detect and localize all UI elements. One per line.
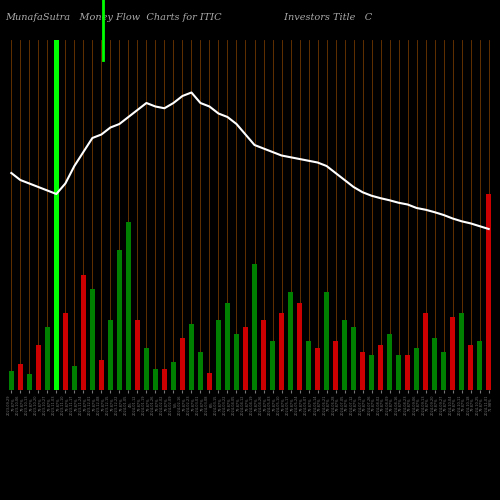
Bar [152, 369, 158, 390]
Bar [162, 369, 167, 390]
Bar [486, 194, 492, 390]
Bar [36, 344, 41, 390]
Bar [26, 374, 32, 390]
Bar [360, 352, 366, 390]
Bar [450, 316, 456, 390]
Bar [288, 292, 293, 390]
Bar [62, 313, 68, 390]
Bar [198, 352, 203, 390]
Bar [225, 302, 230, 390]
Bar [243, 327, 248, 390]
Bar [423, 313, 428, 390]
Bar [234, 334, 239, 390]
Text: MunafaSutra   Money Flow  Charts for ITIC                    Investors Title   C: MunafaSutra Money Flow Charts for ITIC I… [5, 12, 372, 22]
Bar [468, 344, 473, 390]
Bar [72, 366, 77, 390]
Bar [306, 341, 311, 390]
Bar [98, 360, 104, 390]
Bar [188, 324, 194, 390]
Bar [44, 327, 50, 390]
Bar [261, 320, 266, 390]
Bar [333, 341, 338, 390]
Bar [414, 348, 420, 390]
Bar [144, 348, 149, 390]
Bar [459, 313, 464, 390]
Bar [477, 341, 482, 390]
Bar [324, 292, 330, 390]
Bar [279, 313, 284, 390]
Bar [18, 364, 23, 390]
Bar [170, 362, 176, 390]
Bar [387, 334, 392, 390]
Bar [116, 250, 122, 390]
Bar [216, 320, 221, 390]
Bar [207, 372, 212, 390]
Bar [432, 338, 438, 390]
Bar [342, 320, 347, 390]
Bar [396, 355, 402, 390]
Bar [378, 344, 384, 390]
Bar [270, 341, 275, 390]
Bar [405, 355, 410, 390]
Bar [315, 348, 320, 390]
Bar [252, 264, 257, 390]
Bar [90, 288, 95, 390]
Bar [80, 274, 86, 390]
Bar [297, 302, 302, 390]
Bar [369, 355, 374, 390]
Bar [134, 320, 140, 390]
Bar [351, 327, 356, 390]
Bar [8, 371, 14, 390]
Bar [180, 338, 185, 390]
Bar [54, 40, 59, 390]
Bar [441, 352, 446, 390]
Bar [126, 222, 131, 390]
Bar [108, 320, 113, 390]
